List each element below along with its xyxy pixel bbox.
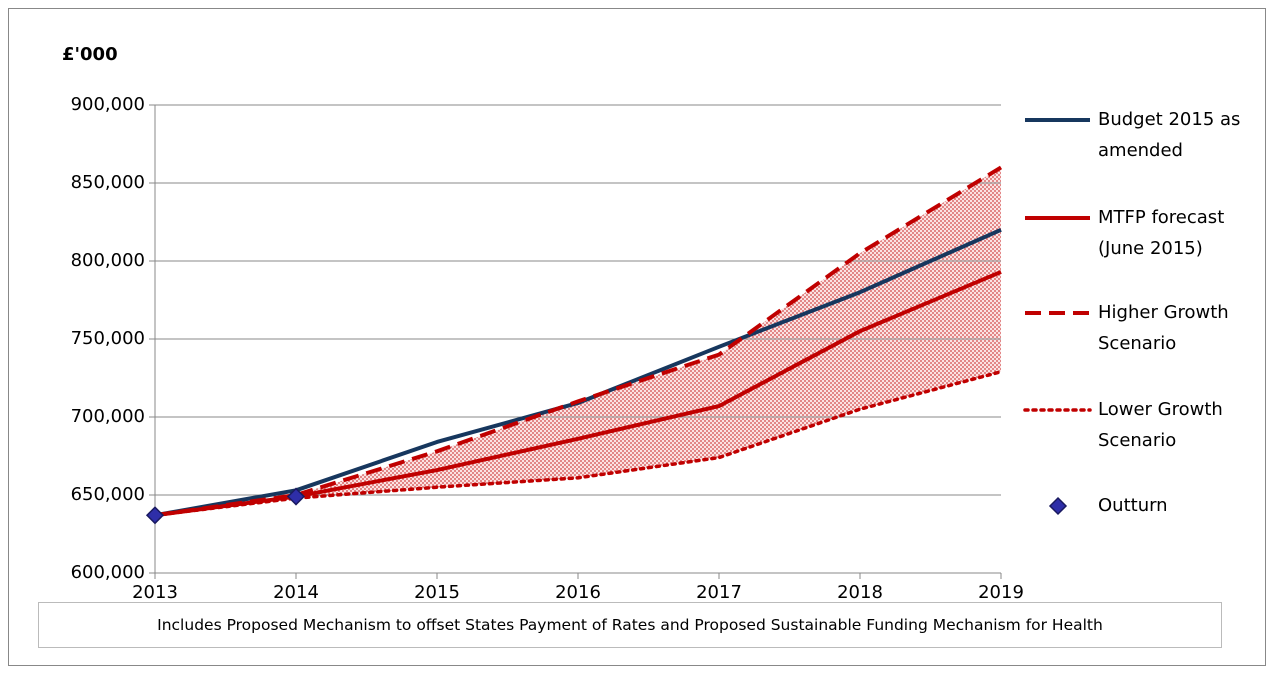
legend-swatch [1048,496,1068,516]
series-line [154,165,1003,518]
data-marker [286,487,306,506]
footnote: Includes Proposed Mechanism to offset St… [38,602,1222,648]
x-tick-label: 2019 [978,582,1024,603]
y-axis-label: £'000 [62,44,118,65]
x-tick-label: 2018 [837,582,883,603]
legend-label: Outturn [1098,495,1168,516]
range-band [155,167,1001,516]
legend-label: Lower Growth Scenario [1098,399,1223,451]
y-tick-label: 700,000 [71,406,145,427]
legend-label: Budget 2015 as amended [1098,109,1241,161]
y-tick-label: 600,000 [71,562,145,583]
x-tick-label: 2013 [132,582,178,603]
y-tick-label: 800,000 [71,250,145,271]
y-tick-label: 650,000 [71,484,145,505]
y-tick-label: 850,000 [71,172,145,193]
x-tick-label: 2014 [273,582,319,603]
series-line [153,370,1003,518]
chart-frame [8,8,1266,666]
x-tick-label: 2016 [555,582,601,603]
data-marker [145,506,165,525]
y-tick-label: 900,000 [71,94,145,115]
legend-label: Higher Growth Scenario [1098,302,1229,354]
x-tick-label: 2015 [414,582,460,603]
y-tick-label: 750,000 [71,328,145,349]
x-tick-label: 2017 [696,582,742,603]
legend-label: MTFP forecast (June 2015) [1098,207,1225,259]
